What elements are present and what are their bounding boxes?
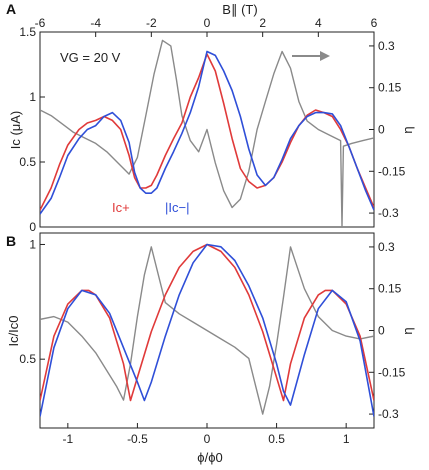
panel-b-y2label: η	[400, 327, 415, 334]
x-tick-label: 0	[204, 432, 211, 446]
series-line-gray	[40, 246, 374, 415]
y-tick-label: 1	[29, 90, 36, 104]
x-tick-label: 2	[259, 16, 266, 30]
y2-tick-label: 0	[378, 324, 385, 338]
y2-tick-label: 0	[378, 123, 385, 137]
x-tick-label: 4	[315, 16, 322, 30]
panel-b-series	[40, 243, 374, 417]
y2-tick-label: 0.3	[378, 39, 395, 53]
y-tick-label: 0.5	[19, 352, 36, 366]
legend-ic-minus: |Ic−|	[165, 200, 189, 215]
x-tick-label: -1	[62, 432, 73, 446]
arrow-right-icon	[292, 51, 330, 61]
panel-b-left-y-ticks: 0.51	[19, 237, 45, 366]
panel-b-ylabel: Ic/Ic0	[6, 315, 21, 346]
x-tick-label: 1	[343, 432, 350, 446]
x-tick-label: 0	[204, 16, 211, 30]
panel-b-xlabel: ϕ/ϕ0	[197, 450, 222, 465]
y2-tick-label: -0.15	[378, 365, 406, 379]
panel-a-right-y-ticks: -0.3 -0.15 0 0.15 0.3	[369, 39, 406, 220]
y-tick-label: 0.5	[19, 155, 36, 169]
y-tick-label: 1.5	[19, 25, 36, 39]
panel-a-left-y-ticks: 0 0.5 1 1.5	[19, 25, 45, 234]
y2-tick-label: -0.3	[378, 206, 399, 220]
panel-a: A B∥ (T) -6 -4 -2 0 2 4 6 00.511.5 -0.3-0.1500…	[6, 1, 415, 234]
gate-voltage-annotation: VG = 20 V	[60, 50, 121, 65]
x-tick-label: -4	[90, 16, 101, 30]
x-tick-label: 6	[371, 16, 378, 30]
x-tick-label: 0.5	[268, 432, 285, 446]
panel-a-top-x-ticks: -6 -4 -2 0 2 4 6	[35, 16, 378, 37]
x-tick-label: -0.5	[127, 432, 148, 446]
y2-tick-label: 0.15	[378, 81, 402, 95]
series-line-blue	[40, 243, 374, 417]
y-tick-label: 0	[29, 220, 36, 234]
panel-a-series	[40, 39, 374, 227]
y2-tick-label: -0.3	[378, 407, 399, 421]
y2-tick-label: 0.3	[378, 240, 395, 254]
y-tick-label: 1	[29, 237, 36, 251]
y2-tick-label: 0.15	[378, 282, 402, 296]
panel-b-letter: B	[6, 233, 16, 249]
panel-a-ylabel: Ic (μA)	[8, 111, 23, 150]
legend-ic-plus: Ic+	[112, 200, 130, 215]
panel-b-x-ticks: -1 -0.5 0 0.5 1	[62, 423, 350, 446]
x-tick-label: -2	[146, 16, 157, 30]
x-tick-label: -6	[35, 16, 46, 30]
panel-b-right-y-ticks: -0.3 -0.15 0 0.15 0.3	[369, 240, 406, 421]
y2-tick-label: -0.15	[378, 164, 406, 178]
panel-a-top-xlabel: B∥ (T)	[222, 2, 257, 17]
series-line-blue	[40, 50, 374, 215]
panel-a-y2label: η	[400, 126, 415, 133]
panel-a-letter: A	[6, 1, 16, 17]
series-line-gray	[40, 39, 374, 227]
